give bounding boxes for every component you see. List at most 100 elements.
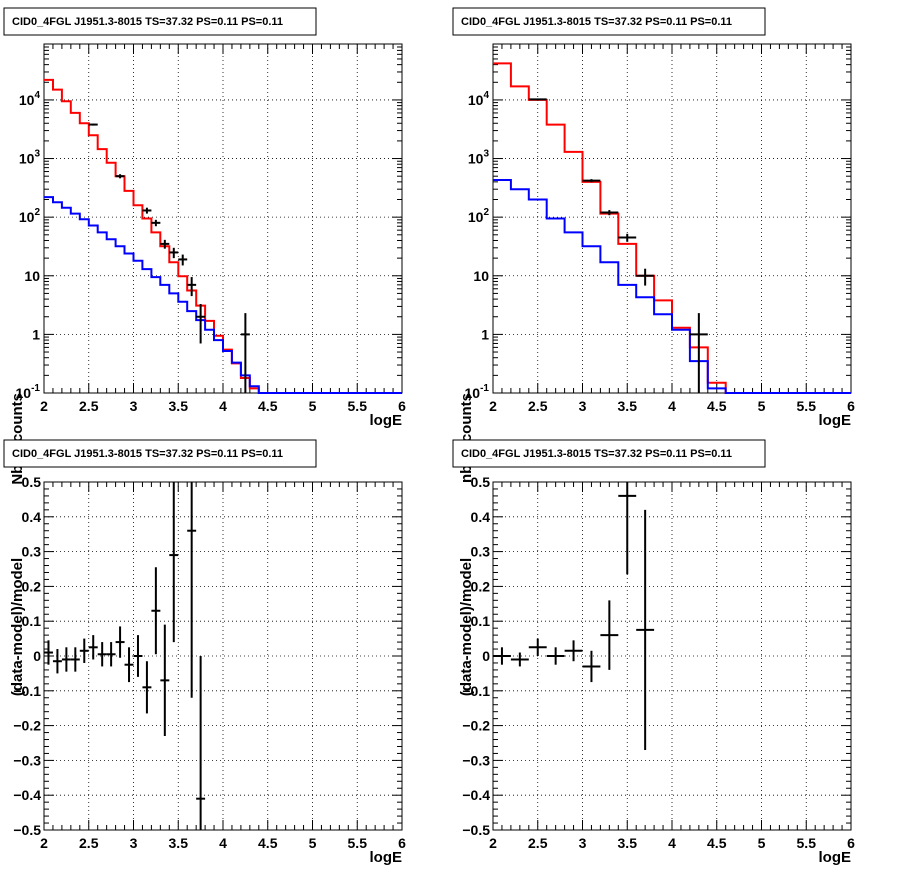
data-point — [88, 635, 98, 660]
y-tick-label: 102 — [468, 207, 490, 225]
y-tick-label: 10 — [24, 268, 40, 284]
data-point — [178, 254, 188, 266]
y-tick-label: 0.1 — [22, 613, 42, 629]
y-tick-label: −0.1 — [13, 683, 41, 699]
data-point — [636, 268, 655, 286]
pad-bottom-right: CID0_4FGL J1951.3-8015 TS=37.32 PS=0.11 … — [452, 439, 855, 866]
data-point — [79, 638, 89, 663]
data-point — [124, 647, 134, 683]
y-axis-title: (data-model)/model — [458, 558, 475, 696]
data-point — [70, 647, 80, 672]
chart-title: CID0_4FGL J1951.3-8015 TS=37.32 PS=0.11 … — [461, 16, 732, 28]
x-tick-label: 3 — [579, 835, 587, 851]
model-source-histogram — [493, 179, 851, 394]
y-axis-title: (data-model)/model — [9, 558, 26, 696]
y-tick-label: 0.2 — [22, 578, 42, 594]
chart-title: CID0_4FGL J1951.3-8015 TS=37.32 PS=0.11 … — [12, 16, 283, 28]
data-point — [160, 624, 170, 737]
x-tick-label: 3.5 — [169, 398, 189, 414]
data-point — [187, 277, 197, 297]
data-point — [636, 509, 655, 750]
data-point — [142, 207, 152, 214]
data-point — [196, 303, 206, 344]
y-tick-label: 0.1 — [471, 613, 491, 629]
data-point — [600, 600, 619, 670]
data-point — [106, 642, 116, 667]
y-tick-label: 104 — [468, 90, 490, 108]
data-point — [44, 640, 53, 665]
y-axis-title: nb of counts — [458, 393, 475, 483]
x-axis-title: logE — [370, 849, 403, 866]
data-point — [546, 647, 565, 665]
x-tick-label: 6 — [398, 398, 406, 414]
data-point — [240, 313, 250, 393]
x-axis-title: logE — [819, 849, 852, 866]
data-point — [582, 650, 601, 683]
y-tick-label: 103 — [468, 149, 490, 167]
x-tick-label: 3 — [579, 398, 587, 414]
x-tick-label: 3 — [130, 835, 138, 851]
data-point — [115, 626, 125, 658]
x-tick-label: 4 — [219, 398, 227, 414]
data-point — [97, 642, 107, 667]
x-tick-label: 6 — [398, 835, 406, 851]
x-tick-label: 4.5 — [707, 398, 727, 414]
model-source-histogram — [44, 196, 402, 394]
plot-area-2: 2 2.5 3 3.5 4 4.5 5 5.5 6 −0.5 −0.4 −0.3 −0.2 −0.1 0 0.… — [13, 474, 406, 851]
y-tick-label: 1 — [32, 326, 40, 342]
data-point — [618, 482, 637, 575]
y-tick-label: 103 — [19, 149, 41, 167]
x-tick-label: 4.5 — [707, 835, 727, 851]
data-point — [196, 656, 206, 830]
x-axis-title: logE — [819, 412, 852, 429]
y-tick-label: −0.5 — [462, 822, 490, 838]
data-point — [61, 647, 71, 672]
x-tick-label: 5 — [309, 835, 317, 851]
data-point — [169, 482, 179, 643]
y-axis-title: Nb of counts — [9, 393, 26, 485]
plot-area-0: 2 2.5 3 3.5 4 4.5 5 5.5 6 10-1 1 10 102 103 104 — [16, 43, 406, 414]
pad-top-left: CID0_4FGL J1951.3-8015 TS=37.32 PS=0.11 … — [3, 7, 406, 485]
x-tick-label: 4 — [219, 835, 227, 851]
x-tick-label: 5.5 — [797, 398, 817, 414]
x-tick-label: 2.5 — [528, 398, 548, 414]
y-tick-label: 0.3 — [22, 544, 42, 560]
y-tick-label: −0.4 — [462, 787, 490, 803]
x-tick-label: 3 — [130, 398, 138, 414]
chart-title: CID0_4FGL J1951.3-8015 TS=37.32 PS=0.11 … — [461, 448, 732, 460]
data-point — [151, 219, 161, 227]
y-tick-label: 102 — [19, 207, 41, 225]
x-tick-label: 4 — [668, 398, 676, 414]
y-tick-label: 0.5 — [22, 474, 42, 490]
x-tick-label: 2 — [40, 398, 48, 414]
y-tick-label: 0.3 — [471, 544, 491, 560]
y-tick-label: −0.3 — [13, 752, 41, 768]
x-tick-label: 2.5 — [79, 835, 99, 851]
x-tick-label: 2 — [489, 398, 497, 414]
plot-area-3: 2 2.5 3 3.5 4 4.5 5 5.5 6 −0.5 −0.4 −0.3 −0.2 −0.1 0 0.… — [462, 474, 855, 851]
x-tick-label: 6 — [847, 398, 855, 414]
data-point — [142, 661, 152, 714]
y-tick-label: −0.4 — [13, 787, 41, 803]
data-point — [600, 210, 619, 216]
x-tick-label: 5.5 — [797, 835, 817, 851]
x-tick-label: 5.5 — [348, 835, 368, 851]
y-tick-label: −0.3 — [462, 752, 490, 768]
y-tick-label: 0.4 — [471, 509, 491, 525]
x-tick-label: 2 — [489, 835, 497, 851]
x-tick-label: 5 — [758, 835, 766, 851]
y-tick-label: 1 — [481, 326, 489, 342]
x-tick-label: 2.5 — [528, 835, 548, 851]
y-tick-label: 0 — [482, 648, 490, 664]
pad-bottom-left: CID0_4FGL J1951.3-8015 TS=37.32 PS=0.11 … — [3, 439, 406, 866]
x-tick-label: 5 — [758, 398, 766, 414]
data-point — [169, 247, 179, 259]
x-tick-label: 3.5 — [169, 835, 189, 851]
x-tick-label: 5 — [309, 398, 317, 414]
data-point — [133, 635, 143, 677]
title-box — [3, 439, 317, 468]
title-box — [452, 439, 766, 468]
data-point — [115, 174, 125, 179]
data-point — [52, 649, 62, 674]
